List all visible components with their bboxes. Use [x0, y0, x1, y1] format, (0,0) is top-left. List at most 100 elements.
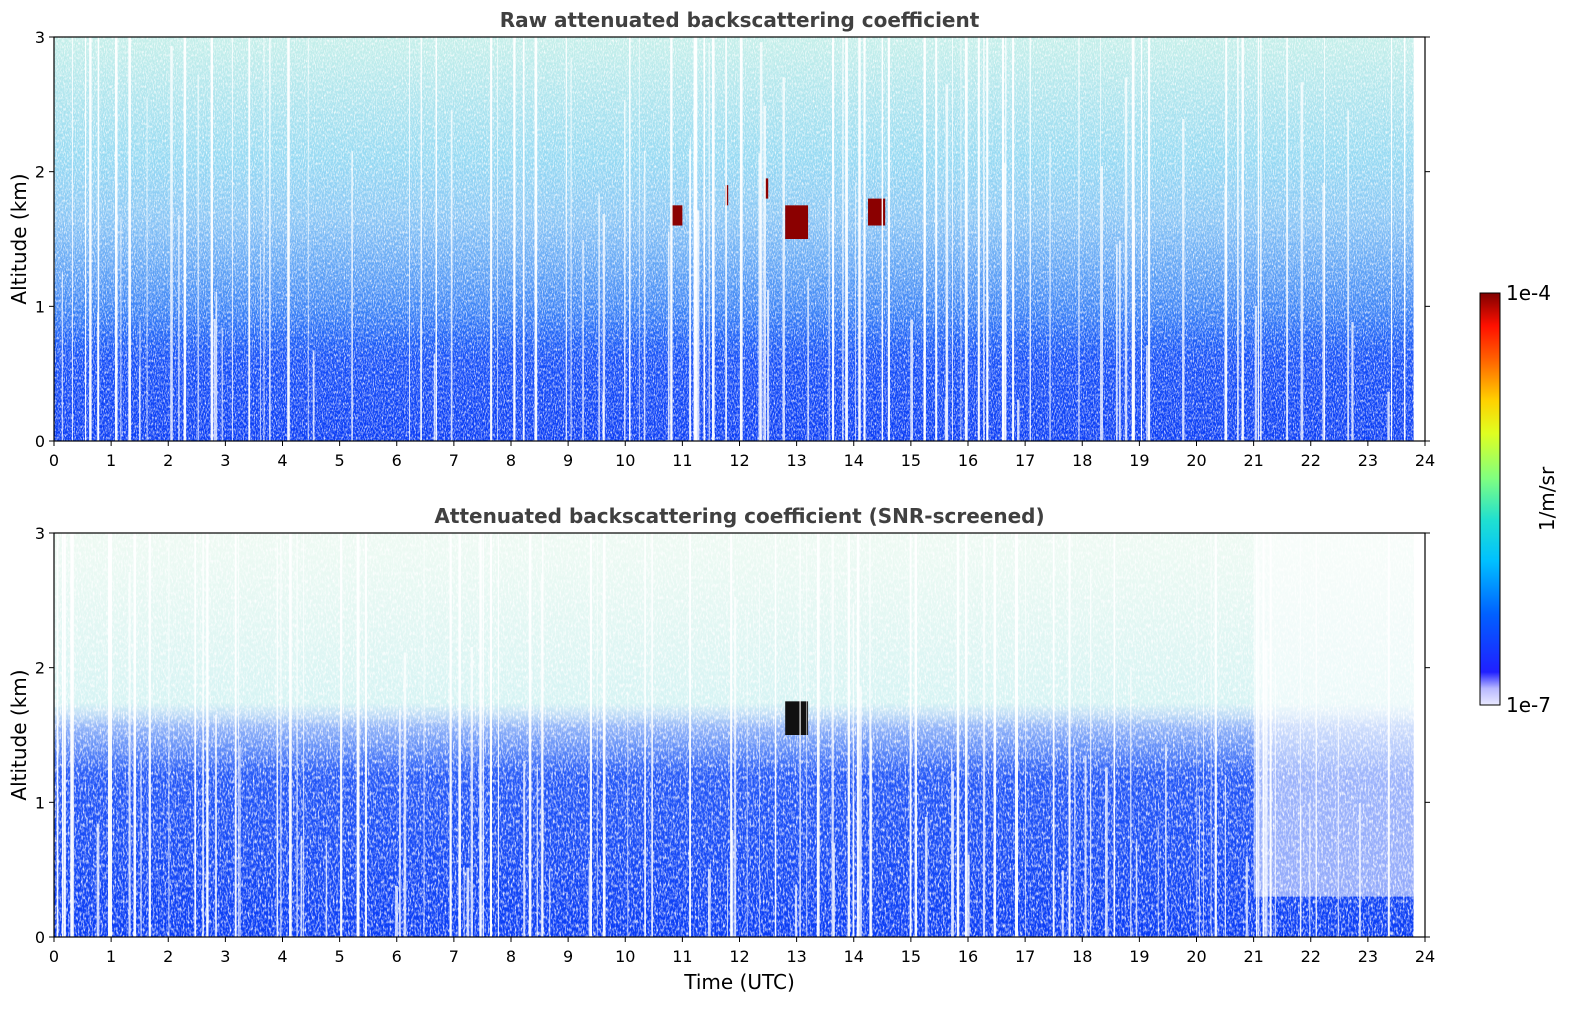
data-gap	[540, 574, 543, 937]
data-gap	[398, 709, 401, 937]
data-gap	[1001, 115, 1005, 441]
x-tick-label: 21	[1243, 947, 1263, 966]
data-gap	[923, 37, 926, 441]
x-tick-label: 12	[729, 947, 749, 966]
x-tick-label: 22	[1301, 947, 1321, 966]
data-gap	[210, 37, 213, 441]
data-gap	[1182, 118, 1185, 441]
data-gap	[1254, 305, 1257, 441]
data-gap	[277, 578, 279, 937]
data-gap	[139, 321, 141, 441]
chart-title: Raw attenuated backscattering coefficien…	[500, 8, 980, 32]
data-gap	[296, 533, 298, 937]
data-gap	[206, 533, 209, 937]
data-gap	[482, 533, 484, 937]
cloud-feature	[785, 205, 809, 239]
x-tick-label: 7	[449, 451, 459, 470]
data-gap	[1113, 533, 1116, 937]
data-gap	[140, 752, 142, 937]
data-gap	[146, 98, 148, 441]
data-gap	[1286, 37, 1288, 441]
y-tick-label: 1	[35, 297, 45, 316]
data-gap	[542, 533, 544, 937]
cloud-feature	[670, 205, 683, 226]
data-gap	[1224, 185, 1226, 441]
x-tick-label: 14	[844, 947, 864, 966]
data-gap	[982, 537, 986, 937]
data-gap	[239, 745, 241, 937]
data-gap	[1257, 559, 1260, 937]
data-gap	[847, 533, 850, 937]
data-gap	[128, 37, 131, 441]
data-gap	[231, 37, 233, 441]
data-gap	[522, 37, 525, 441]
data-gap	[1274, 670, 1276, 937]
colorbar-scale	[1479, 292, 1501, 706]
data-gap	[1315, 533, 1317, 937]
screened-region	[1253, 533, 1414, 897]
data-gap	[1260, 37, 1262, 441]
data-gap	[89, 37, 92, 441]
data-gap	[534, 37, 538, 441]
data-gap	[1068, 533, 1071, 937]
x-tick-label: 6	[392, 451, 402, 470]
data-gap	[856, 533, 860, 937]
data-gap	[966, 37, 968, 441]
data-gap	[133, 533, 137, 937]
data-gap	[276, 542, 278, 937]
data-gap	[536, 763, 538, 937]
data-gap	[570, 57, 572, 441]
x-tick-label: 15	[901, 451, 921, 470]
sparse-signal-overlay	[54, 533, 1414, 937]
data-gap	[774, 533, 777, 937]
cloud-feature	[868, 198, 886, 226]
data-gap	[1012, 37, 1015, 441]
data-gap	[831, 534, 834, 937]
data-gap	[1133, 217, 1136, 441]
data-gap	[107, 533, 110, 937]
x-tick-label: 8	[506, 451, 516, 470]
data-gap	[70, 533, 74, 937]
data-gap	[1115, 244, 1118, 441]
data-gap	[1210, 533, 1212, 937]
data-gap	[549, 869, 551, 937]
data-gap	[1135, 838, 1138, 937]
data-gap	[588, 859, 591, 937]
data-gap	[214, 714, 217, 937]
y-tick-label: 3	[35, 524, 45, 543]
x-tick-label: 4	[277, 947, 287, 966]
data-gap	[952, 37, 953, 441]
data-gap	[855, 182, 856, 441]
data-gap	[1105, 767, 1108, 937]
data-gap	[734, 596, 737, 937]
data-gap	[1387, 392, 1390, 441]
data-gap	[1148, 37, 1151, 441]
data-gap	[128, 571, 131, 937]
y-tick-label: 0	[35, 928, 45, 947]
data-gap	[758, 153, 761, 441]
data-gap	[565, 37, 567, 441]
data-gap	[183, 37, 187, 441]
x-tick-label: 0	[49, 451, 59, 470]
data-gap	[863, 37, 866, 441]
data-gap	[951, 748, 953, 937]
data-gap	[409, 37, 410, 441]
data-gap	[325, 839, 328, 937]
data-gap	[114, 37, 118, 441]
data-gap	[696, 210, 700, 441]
data-gap	[1403, 37, 1406, 441]
data-gap	[1131, 37, 1135, 441]
data-gap	[967, 854, 970, 937]
data-gap	[602, 533, 606, 937]
heatmap-area	[54, 533, 1414, 937]
data-gap	[935, 37, 938, 441]
x-tick-label: 5	[335, 947, 345, 966]
data-gap	[832, 37, 835, 441]
data-gap	[589, 533, 593, 937]
x-tick-label: 13	[786, 947, 806, 966]
data-gap	[269, 37, 271, 441]
data-gap	[1269, 533, 1272, 937]
data-gap	[96, 823, 100, 937]
x-tick-label: 12	[729, 451, 749, 470]
data-gap	[109, 533, 112, 937]
